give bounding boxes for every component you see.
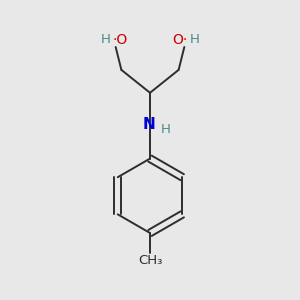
Text: CH₃: CH₃: [138, 254, 162, 267]
Text: H: H: [101, 33, 111, 46]
Text: ·O: ·O: [112, 33, 128, 47]
Text: N: N: [142, 117, 155, 132]
Text: H: H: [189, 33, 199, 46]
Text: O·: O·: [172, 33, 188, 47]
Text: H: H: [161, 124, 171, 136]
